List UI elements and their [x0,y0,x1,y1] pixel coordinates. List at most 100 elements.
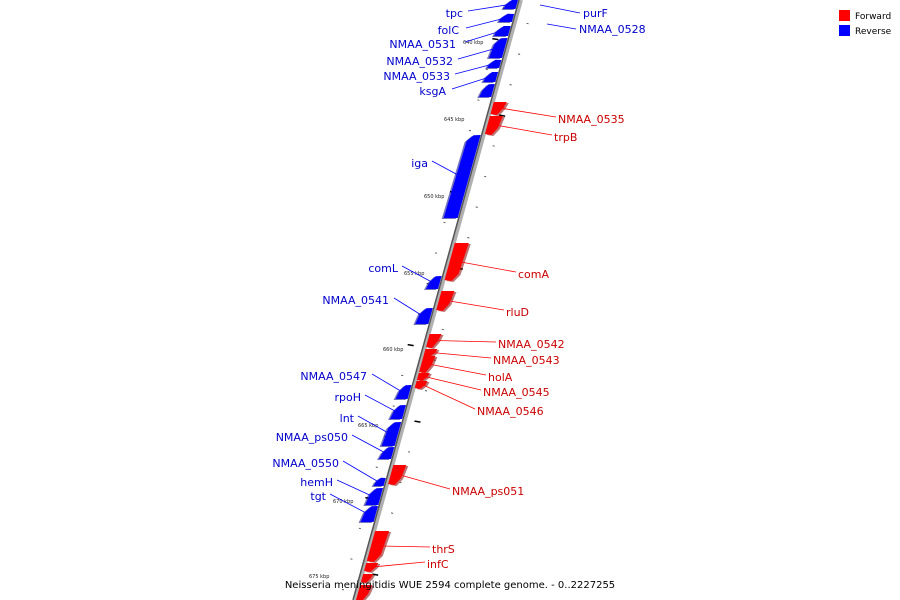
tick-label: 640 kbp [463,40,483,46]
leader-line-tgt [329,493,369,515]
gene-label-thrS[interactable]: thrS [432,543,455,556]
gene-label-ksgA[interactable]: ksgA [419,85,446,98]
gene-arrow-comA[interactable] [444,243,469,281]
tick-mark [441,328,445,331]
leader-line-comL [401,265,433,283]
gene-label-NMAA_ps051[interactable]: NMAA_ps051 [452,485,524,498]
gene-label-comA[interactable]: comA [518,268,549,281]
gene-label-holA[interactable]: holA [488,371,513,384]
tick-mark [485,68,488,71]
tick-mark [407,343,414,347]
leader-line-purF [539,4,581,14]
gene-label-NMAA_0547[interactable]: NMAA_0547 [300,370,367,383]
tick-mark [492,37,499,41]
gene-arrow-rluD[interactable] [436,291,455,311]
leader-line-comA [457,261,517,273]
leader-line-folC [465,17,506,29]
tick-label: 675 kbp [309,574,329,580]
gene-arrow-hemH[interactable] [365,488,383,505]
gene-arrow-thrS[interactable] [366,531,390,562]
legend-reverse-label: Reverse [855,27,892,37]
tick-mark [467,237,470,239]
gene-arrow-NMAA_0543[interactable] [423,349,438,357]
gene-label-folC[interactable]: folC [438,24,460,37]
gene-label-purF[interactable]: purF [583,7,608,20]
gene-label-NMAA_0550[interactable]: NMAA_0550 [272,457,339,470]
tick-label: 670 kbp [333,499,353,505]
gene-arrow[interactable] [356,585,373,600]
tick-label: 655 kbp [404,271,424,277]
gene-arrow-NMAA_ps050[interactable] [379,447,395,459]
gene-arrow-rpoH[interactable] [390,405,406,419]
gene-arrow-NMAA_0547[interactable] [395,385,412,399]
gene-arrow-NMAA_0535[interactable] [490,102,507,115]
gene-label-hemH[interactable]: hemH [300,476,333,489]
gene-label-infC[interactable]: infC [427,558,449,571]
gene-arrow-comL[interactable] [426,276,442,289]
gene-label-rluD[interactable]: rluD [506,306,529,319]
legend-reverse-swatch [839,25,850,36]
tick-mark [390,512,394,514]
gene-arrow-ksgA[interactable] [483,72,499,82]
tick-mark [424,390,428,392]
tick-label: 660 kbp [383,347,403,353]
gene-label-tpc[interactable]: tpc [446,7,463,20]
gene-arrow-infC[interactable] [364,563,379,572]
leader-line-trpB [495,124,553,136]
gene-shapes [356,0,518,600]
gene-arrow-NMAA_0541[interactable] [415,308,433,324]
leader-line-infC [372,561,426,568]
gene-arrow-NMAA_0532[interactable] [488,38,508,58]
gene-arrow-NMAA_0550[interactable] [373,477,386,486]
gene-label-NMAA_0531[interactable]: NMAA_0531 [389,38,456,51]
leader-line-NMAA_ps050 [351,434,386,454]
gene-label-NMAA_0545[interactable]: NMAA_0545 [483,386,550,399]
gene-arrow-trpB[interactable] [484,116,503,135]
gene-label-NMAA_0542[interactable]: NMAA_0542 [498,338,565,351]
gene-label-NMAA_0528[interactable]: NMAA_0528 [579,23,646,36]
gene-label-tgt[interactable]: tgt [310,490,326,503]
tick-labels: 640 kbp 645 kbp 650 kbp 655 kbp 660 kbp … [309,40,483,580]
gene-arrow-tpc[interactable] [503,0,518,9]
gene-arrow-NMAA_ps051[interactable] [388,465,407,485]
gene-arrow-holA[interactable] [419,356,436,373]
gene-label-NMAA_0543[interactable]: NMAA_0543 [493,354,560,367]
gene-label-NMAA_0535[interactable]: NMAA_0535 [558,113,625,126]
gene-label-lnt[interactable]: lnt [340,412,355,425]
tick-mark [526,22,529,25]
tick-mark [392,405,395,407]
gene-label-NMAA_0532[interactable]: NMAA_0532 [386,55,453,68]
leader-lines [329,4,581,568]
reverse-gene-labels: tpc folC NMAA_0531 NMAA_0532 NMAA_0533 k… [272,7,463,503]
gene-label-comL[interactable]: comL [368,262,398,275]
gene-label-NMAA_ps050[interactable]: NMAA_ps050 [276,431,348,444]
gene-arrow[interactable] [360,574,374,583]
gene-label-rpoH[interactable]: rpoH [334,391,361,404]
gene-arrow-iga[interactable] [443,135,481,218]
gene-arrow-NMAA_0542[interactable] [425,334,442,348]
gene-label-iga[interactable]: iga [411,157,428,170]
gene-arrow-NMAA_0531[interactable] [494,26,511,36]
leader-line-holA [428,363,487,376]
gene-label-NMAA_0533[interactable]: NMAA_0533 [383,70,450,83]
tick-mark [358,527,361,530]
leader-line-NMAA_0533 [454,63,494,75]
gene-arrow-folC[interactable] [498,13,515,22]
gene-arrow-NMAA_0545[interactable] [416,373,430,381]
tick-mark [372,573,379,576]
gene-arrow-lnt[interactable] [381,422,402,446]
leader-line-thrS [379,545,431,548]
gene-label-NMAA_0541[interactable]: NMAA_0541 [322,294,389,307]
leader-line-NMAA_0541 [393,297,423,317]
tick-mark [499,114,506,117]
gene-label-NMAA_0546[interactable]: NMAA_0546 [477,405,544,418]
gene-label-trpB[interactable]: trpB [554,131,577,144]
forward-gene-labels: purF NMAA_0528 NMAA_0535 trpB comA rluD … [427,7,646,571]
leader-line-NMAA_0550 [342,460,379,483]
tick-mark [401,374,404,377]
gene-arrow[interactable] [479,84,495,97]
gene-arrow-NMAA_0546[interactable] [414,381,428,389]
gene-arrow-tgt[interactable] [360,506,379,522]
gene-arrow-NMAA_0533[interactable] [487,59,502,68]
leader-line-NMAA_ps051 [398,474,451,490]
